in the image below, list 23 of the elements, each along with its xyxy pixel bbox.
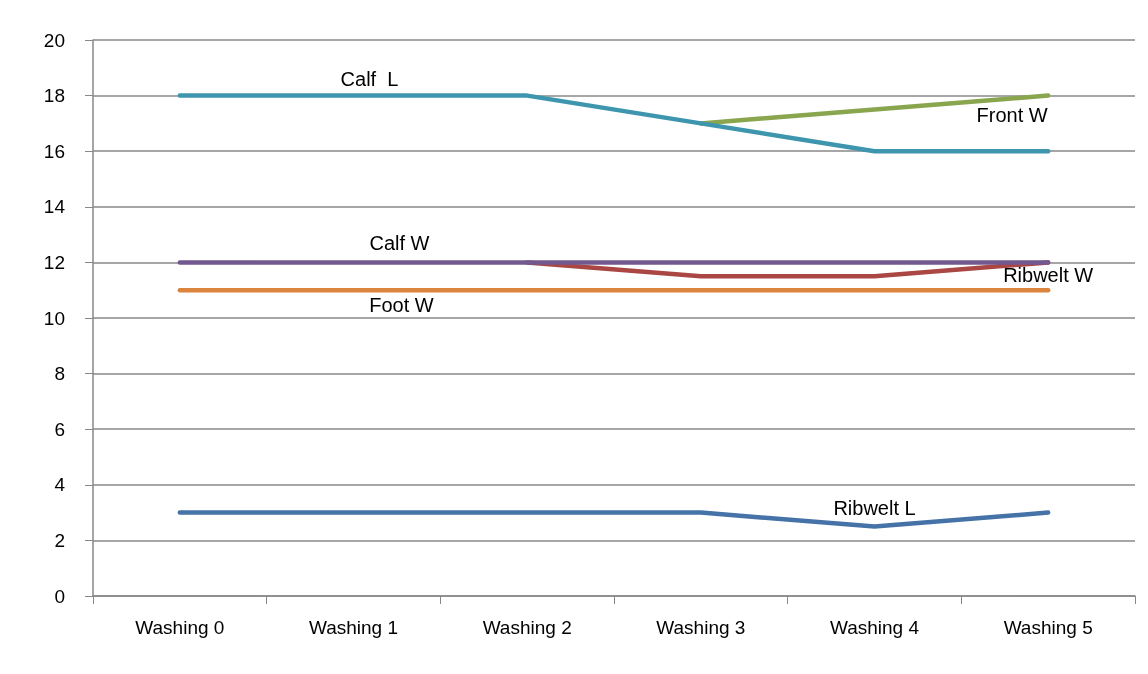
x-tick-label: Washing 0	[135, 617, 225, 638]
y-tick-label: 14	[43, 196, 66, 218]
series-label: Front W	[976, 103, 1048, 126]
series-label: Ribwelt W	[1003, 264, 1094, 287]
series-label: Ribwelt L	[833, 496, 916, 519]
y-tick-label: 10	[43, 307, 65, 329]
y-tick-label: 18	[43, 85, 65, 107]
series-label: Calf W	[369, 232, 430, 255]
x-tick-label: Washing 3	[656, 617, 746, 638]
x-tick-label: Washing 4	[829, 617, 920, 638]
y-tick-label: 6	[54, 418, 65, 440]
x-tick-label: Washing 2	[482, 617, 572, 638]
y-tick-label: 0	[54, 585, 65, 607]
x-tick-label: Washing 5	[1003, 617, 1093, 638]
y-tick-label: 12	[43, 251, 65, 273]
y-tick-label: 2	[54, 529, 65, 551]
series-label: Calf L	[340, 67, 399, 90]
series-label: Foot W	[369, 294, 434, 317]
y-tick-label: 4	[54, 474, 66, 496]
y-tick-label: 16	[43, 140, 65, 162]
x-tick-label: Washing 1	[308, 617, 399, 638]
y-tick-label: 8	[54, 363, 65, 385]
y-tick-label: 20	[43, 29, 65, 51]
